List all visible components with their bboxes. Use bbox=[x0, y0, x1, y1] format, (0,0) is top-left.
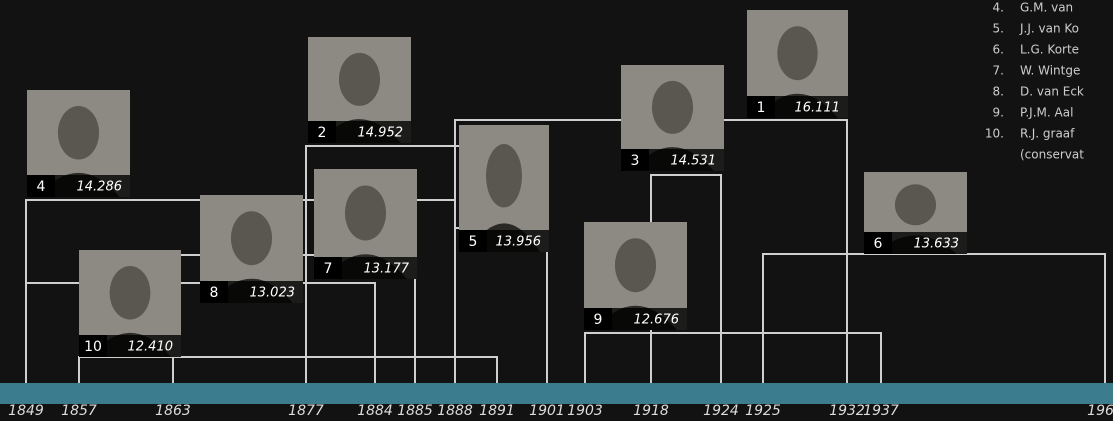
rank: 4 bbox=[37, 179, 46, 195]
photo-head bbox=[339, 53, 380, 106]
rank: 10 bbox=[84, 339, 102, 355]
rank: 7 bbox=[324, 261, 333, 277]
score: 14.286 bbox=[77, 180, 123, 195]
score: 14.952 bbox=[358, 126, 404, 141]
legend-text: (conservat bbox=[1020, 148, 1084, 162]
score: 13.023 bbox=[250, 286, 296, 301]
portrait: 2 14.952 bbox=[308, 37, 411, 143]
legend-number: 9. bbox=[993, 106, 1004, 120]
legend-text: R.J. graaf bbox=[1020, 127, 1075, 141]
legend-text: D. van Eck bbox=[1020, 85, 1084, 99]
legend-number: 8. bbox=[993, 85, 1004, 99]
score: 12.676 bbox=[634, 313, 680, 328]
score: 12.410 bbox=[128, 340, 174, 355]
legend-number: 7. bbox=[993, 64, 1004, 78]
portrait: 1 16.111 bbox=[747, 10, 848, 118]
score: 16.111 bbox=[795, 101, 841, 116]
year-label: 1903 bbox=[567, 403, 603, 419]
year-label: 1884 bbox=[357, 403, 393, 419]
portrait: 10 12.410 bbox=[79, 250, 181, 357]
year-label: 1925 bbox=[745, 403, 781, 419]
legend-text: J.J. van Ko bbox=[1019, 22, 1079, 36]
year-label: 1863 bbox=[155, 403, 191, 419]
year-label: 1932 bbox=[829, 403, 865, 419]
portrait: 9 12.676 bbox=[584, 222, 687, 330]
score: 13.956 bbox=[496, 235, 542, 250]
photo-head bbox=[777, 26, 817, 80]
timeline-bar bbox=[0, 383, 1113, 404]
rank: 5 bbox=[469, 234, 478, 250]
photo-head bbox=[652, 81, 693, 134]
photo-head bbox=[895, 184, 936, 225]
score: 14.531 bbox=[671, 154, 717, 169]
photo-head bbox=[345, 186, 386, 241]
legend-number: 6. bbox=[993, 43, 1004, 57]
photo-head bbox=[615, 238, 656, 292]
legend-text: G.M. van bbox=[1020, 1, 1073, 15]
year-label: 1937 bbox=[863, 403, 899, 419]
rank: 3 bbox=[631, 153, 640, 169]
rank: 2 bbox=[318, 125, 327, 141]
rank: 8 bbox=[210, 285, 219, 301]
portrait: 4 14.286 bbox=[27, 90, 130, 197]
year-label: 1918 bbox=[633, 403, 669, 419]
score: 13.633 bbox=[914, 237, 960, 252]
rank: 9 bbox=[594, 312, 603, 328]
year-label: 1924 bbox=[703, 403, 739, 419]
year-label: 1849 bbox=[8, 403, 44, 419]
year-label: 1963 bbox=[1087, 403, 1113, 419]
portrait: 5 13.956 bbox=[459, 125, 549, 252]
photo-head bbox=[58, 106, 99, 160]
portrait: 3 14.531 bbox=[621, 65, 724, 171]
year-label: 1877 bbox=[288, 403, 324, 419]
rank: 6 bbox=[874, 236, 883, 252]
portrait: 6 13.633 bbox=[864, 172, 967, 254]
year-label: 1888 bbox=[437, 403, 473, 419]
legend-number: 4. bbox=[993, 1, 1004, 15]
legend-text: L.G. Korte bbox=[1020, 43, 1079, 57]
legend-text: W. Wintge bbox=[1020, 64, 1080, 78]
rank: 1 bbox=[757, 100, 766, 116]
score: 13.177 bbox=[364, 262, 410, 277]
photo-head bbox=[486, 144, 522, 208]
timeline-infographic: 1849185718631877188418851888189119011903… bbox=[0, 0, 1113, 421]
year-label: 1885 bbox=[397, 403, 433, 419]
year-label: 1857 bbox=[61, 403, 97, 419]
portrait: 8 13.023 bbox=[200, 195, 303, 303]
legend-number: 5. bbox=[993, 22, 1004, 36]
photo-head bbox=[110, 266, 151, 320]
legend-text: P.J.M. Aal bbox=[1020, 106, 1073, 120]
portrait: 7 13.177 bbox=[314, 169, 417, 279]
year-label: 1891 bbox=[479, 403, 515, 419]
year-label: 1901 bbox=[529, 403, 565, 419]
legend-number: 10. bbox=[985, 127, 1004, 141]
photo-head bbox=[231, 211, 272, 265]
